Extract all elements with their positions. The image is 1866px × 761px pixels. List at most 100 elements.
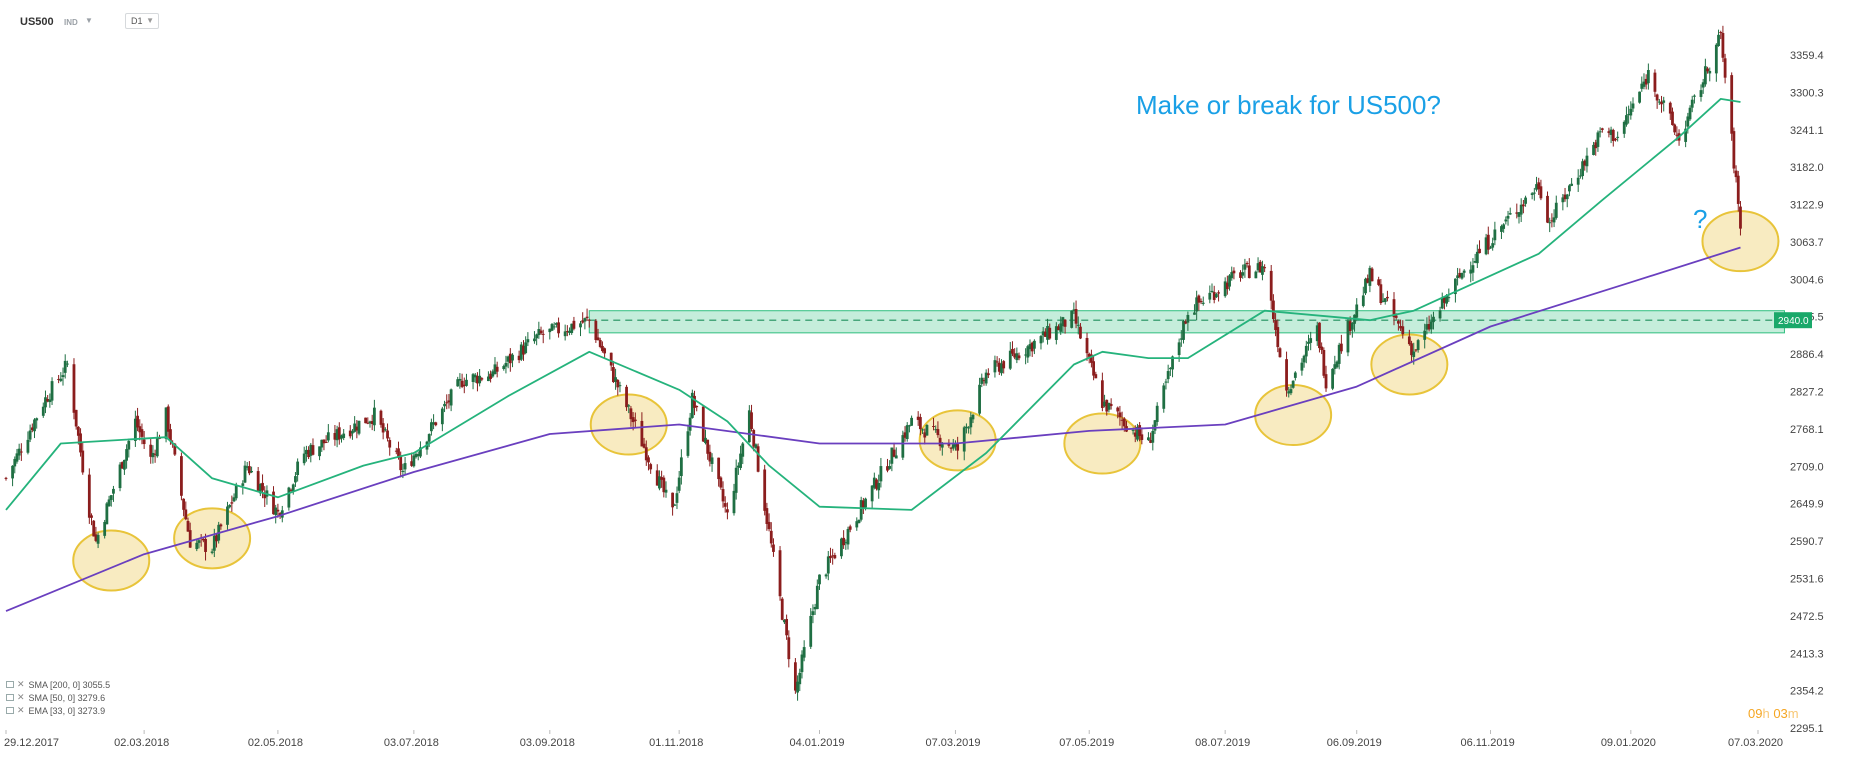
y-tick-label: 3300.3	[1790, 87, 1824, 99]
candle-body	[1578, 175, 1582, 177]
candle-body	[1070, 310, 1074, 328]
candle-body	[456, 379, 460, 387]
candle-body	[611, 367, 615, 382]
sma200-line	[5, 246, 1741, 612]
candle-body	[180, 456, 183, 496]
candle-body	[1688, 107, 1692, 120]
legend-item-ema33[interactable]: ✕ EMA [33, 0] 3273.9	[6, 704, 110, 717]
chevron-down-icon: ▼	[146, 16, 154, 25]
candle-body	[1258, 261, 1262, 273]
candle-body	[309, 444, 313, 456]
candle-body	[261, 482, 264, 491]
legend-item-sma50[interactable]: ✕ SMA [50, 0] 3279.6	[6, 691, 110, 704]
candle-body	[721, 489, 725, 502]
candle-countdown: 09h 03m	[1748, 706, 1799, 721]
candle-body	[388, 440, 392, 448]
candle-body	[287, 487, 291, 508]
candle-body	[570, 323, 574, 334]
candle-body	[1285, 359, 1288, 391]
candle-body	[1140, 434, 1144, 440]
candle-body	[548, 328, 552, 333]
candle-body	[1063, 319, 1067, 327]
candle-body	[151, 452, 155, 458]
candle-body	[234, 484, 238, 499]
candle-body	[984, 372, 988, 384]
candle-body	[1723, 58, 1727, 78]
candle-body	[443, 403, 446, 407]
candle-body	[1693, 95, 1696, 97]
candle-body	[136, 415, 139, 428]
candle-body	[1162, 385, 1166, 409]
candle-body	[616, 379, 620, 388]
support-circle	[173, 507, 252, 570]
candle-body	[1500, 226, 1503, 232]
candle-body	[647, 457, 650, 463]
settings-icon[interactable]	[6, 681, 14, 688]
candle-body	[65, 363, 69, 365]
candle-body	[1335, 361, 1339, 368]
candle-body	[44, 397, 47, 408]
y-tick-label: 2354.2	[1790, 686, 1824, 698]
candle-body	[677, 477, 681, 491]
legend-label: SMA [50, 0] 3279.6	[28, 692, 106, 703]
candle-body	[1668, 102, 1672, 114]
candle-body	[736, 465, 740, 468]
candle-body	[747, 410, 751, 443]
settings-icon[interactable]	[6, 707, 14, 714]
support-circle	[1254, 384, 1333, 447]
chart-header: US500 IND ▼ D1 ▼	[0, 0, 1866, 40]
candle-body	[1076, 324, 1080, 326]
close-icon[interactable]: ✕	[17, 692, 25, 702]
candle-body	[752, 430, 756, 447]
timeframe-select[interactable]: D1 ▼	[125, 13, 159, 29]
candle-body	[1456, 275, 1459, 279]
asset-type-label: IND	[64, 18, 78, 27]
candle-body	[76, 426, 80, 436]
candle-body	[690, 392, 694, 418]
candle-body	[1263, 267, 1267, 269]
candle-body	[1471, 265, 1475, 273]
candle-body	[565, 331, 569, 333]
candle-body	[487, 376, 490, 382]
candle-body	[478, 375, 482, 384]
candle-body	[1530, 193, 1534, 195]
candle-body	[1177, 342, 1181, 356]
candle-body	[61, 375, 65, 378]
candle-body	[954, 443, 957, 447]
y-tick-label: 2709.0	[1790, 461, 1824, 473]
candle-body	[506, 356, 510, 362]
candle-body	[458, 378, 462, 381]
candle-body	[1061, 317, 1065, 327]
candle-body	[28, 430, 32, 440]
close-icon[interactable]: ✕	[17, 705, 25, 715]
settings-icon[interactable]	[6, 694, 14, 701]
close-icon[interactable]: ✕	[17, 679, 25, 689]
candle-body	[342, 433, 346, 438]
candle-body	[995, 361, 999, 363]
candle-body	[1291, 380, 1295, 388]
candle-body	[1383, 298, 1387, 303]
candle-body	[247, 466, 251, 474]
candle-body	[1598, 131, 1602, 133]
candle-body	[1002, 361, 1006, 369]
candle-body	[824, 574, 828, 577]
candle-body	[1653, 72, 1657, 92]
candle-body	[1655, 94, 1659, 101]
candle-body	[923, 432, 927, 438]
candle-body	[74, 409, 78, 427]
candle-body	[17, 448, 21, 456]
candle-body	[403, 463, 407, 470]
candle-body	[890, 447, 894, 464]
candle-body	[1662, 100, 1666, 103]
candle-body	[1396, 321, 1400, 324]
chevron-down-icon[interactable]: ▼	[85, 16, 93, 25]
candle-body	[381, 423, 385, 433]
candle-body	[969, 417, 973, 428]
legend-item-sma200[interactable]: ✕ SMA [200, 0] 3055.5	[6, 678, 110, 691]
candle-body	[1186, 314, 1190, 323]
candle-body	[219, 524, 223, 527]
symbol-label: US500	[20, 16, 54, 28]
candle-body	[1563, 194, 1567, 200]
